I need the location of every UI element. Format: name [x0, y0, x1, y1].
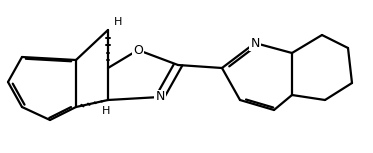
Text: O: O: [133, 43, 143, 56]
Text: N: N: [155, 91, 165, 103]
Text: N: N: [250, 37, 260, 50]
Text: H: H: [102, 106, 110, 116]
Text: H: H: [114, 17, 123, 27]
